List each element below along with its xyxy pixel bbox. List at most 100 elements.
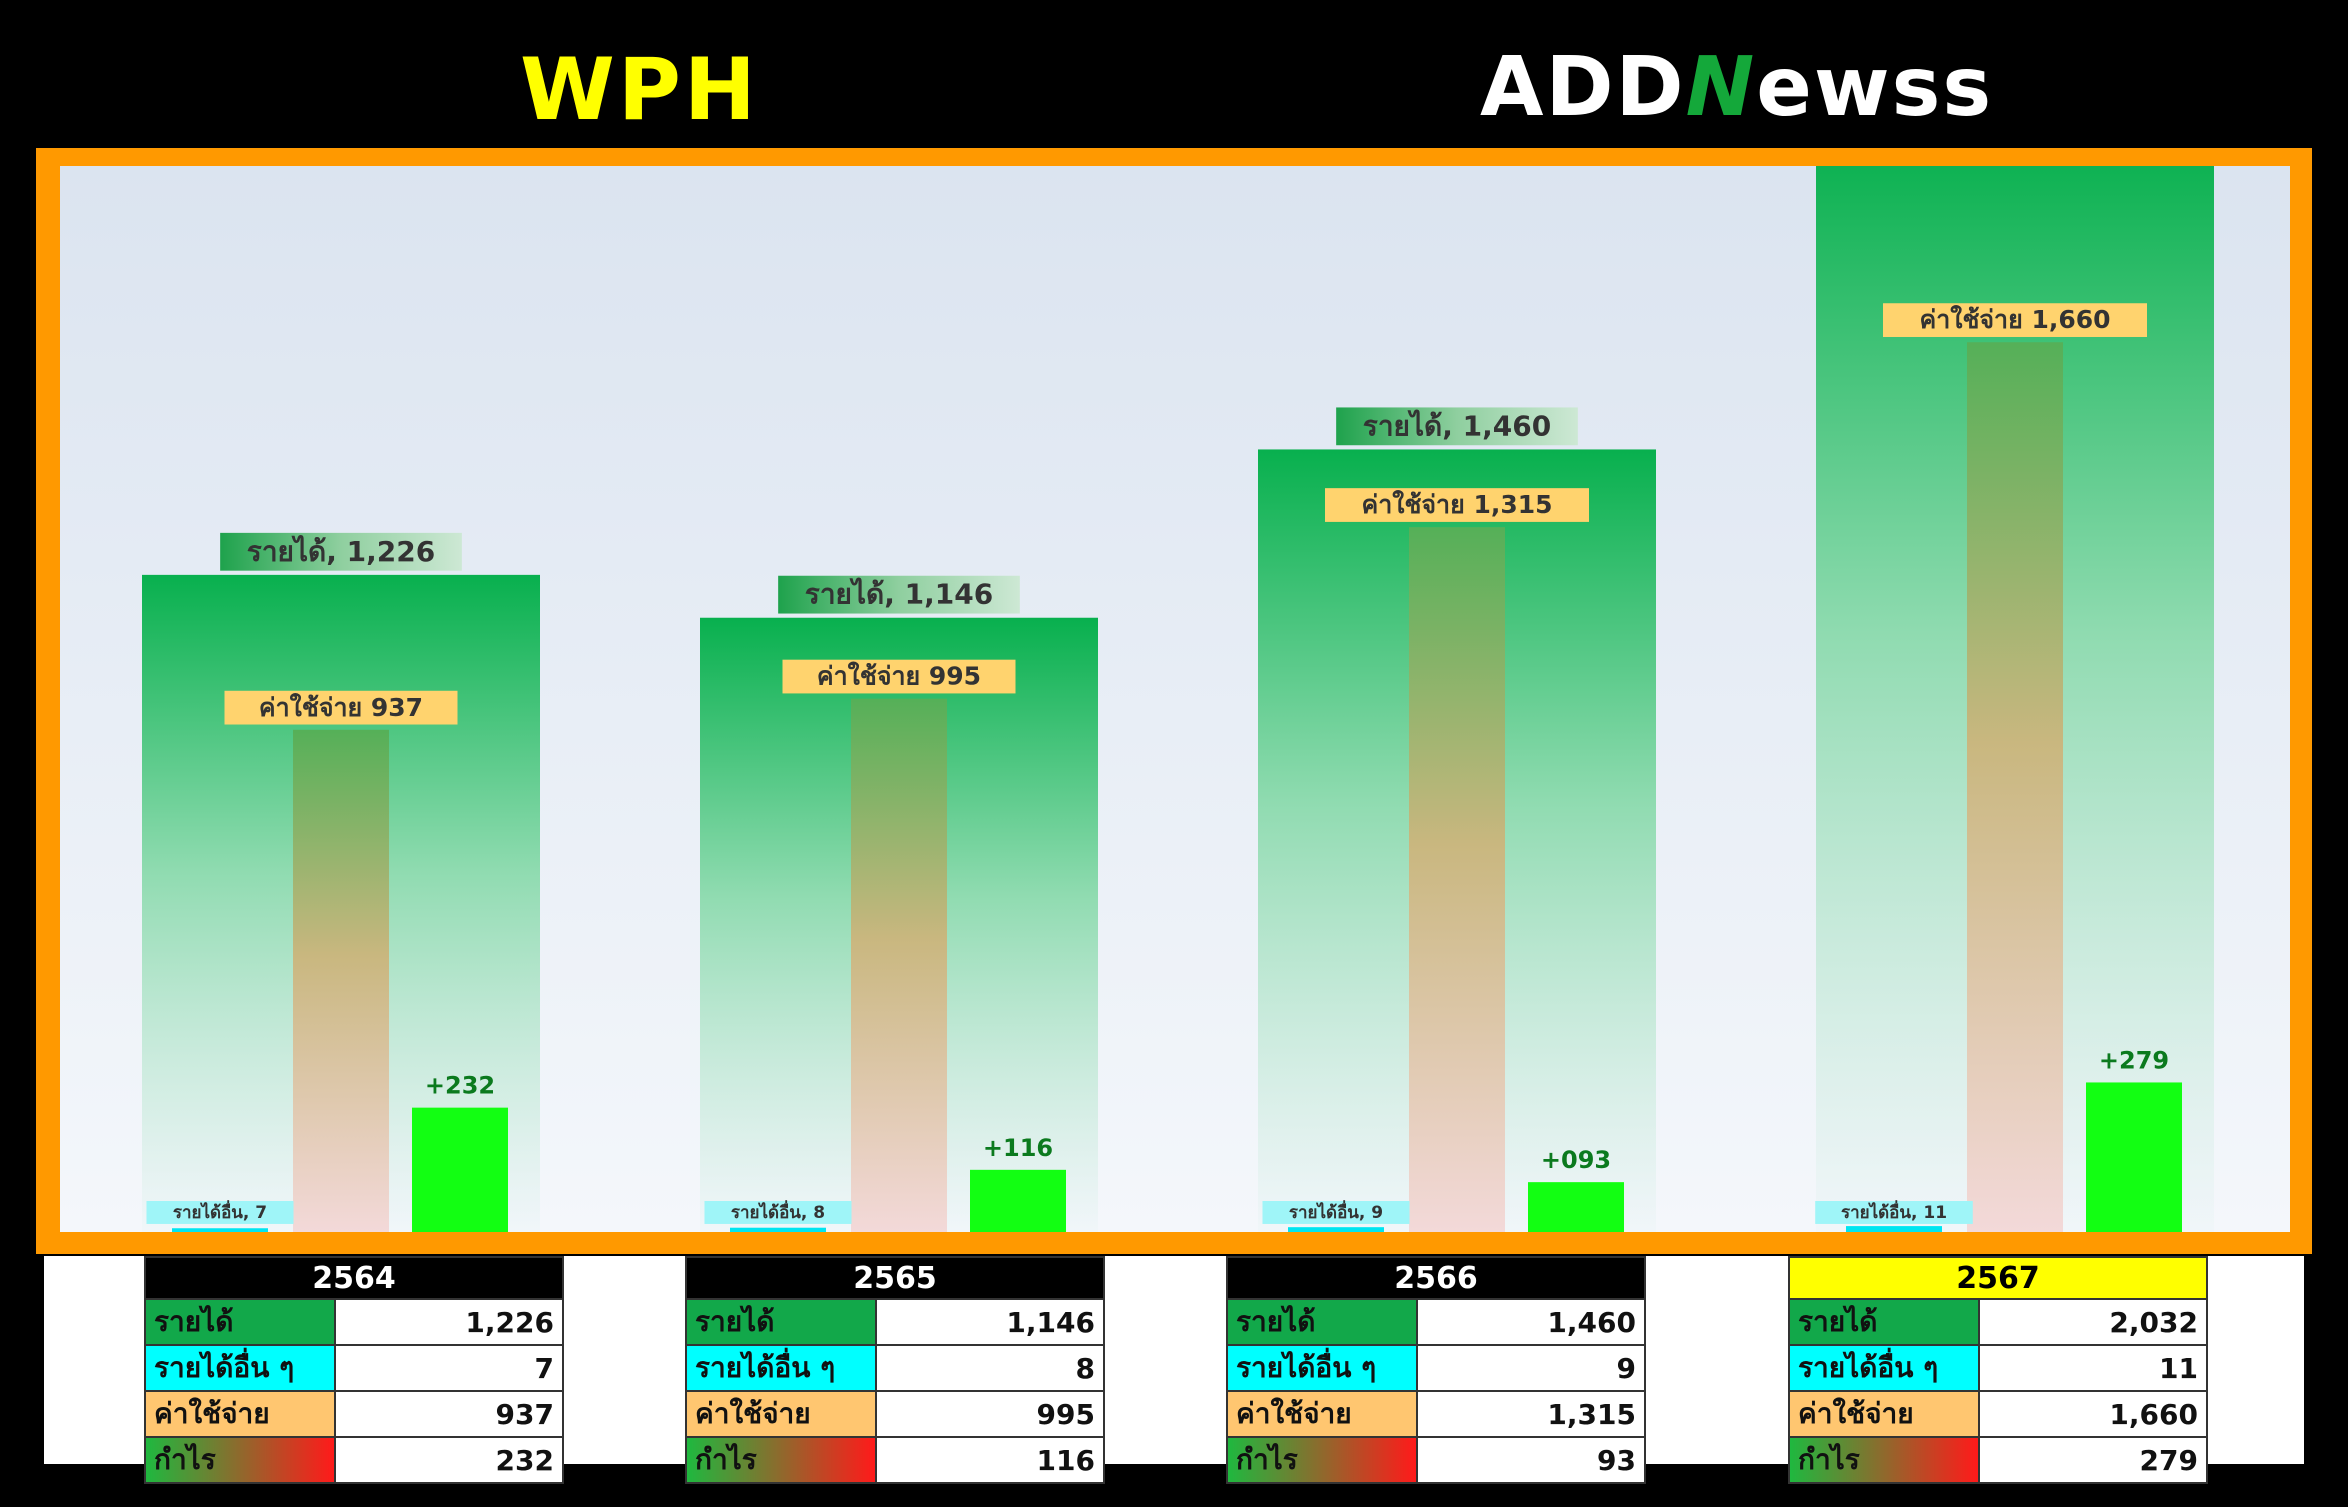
expense-label-2564: ค่าใช้จ่าย 937: [259, 692, 423, 722]
other-income-bar-2566: [1288, 1227, 1384, 1232]
table-row: รายได้ 1,226: [144, 1298, 564, 1346]
profit-value: 93: [1416, 1436, 1646, 1484]
table-row: 2565: [685, 1256, 1105, 1300]
table-row: ค่าใช้จ่าย 995: [685, 1390, 1105, 1438]
year-header: 2565: [685, 1256, 1105, 1300]
revenue-label-2566: รายได้, 1,460: [1363, 409, 1551, 442]
revenue-label-2564: รายได้, 1,226: [247, 535, 435, 568]
table-row: กำไร 279: [1788, 1436, 2208, 1484]
expense-bar-2566: [1409, 527, 1505, 1232]
revenue-value: 2,032: [1978, 1298, 2208, 1346]
other-income-bar-2565: [730, 1227, 826, 1232]
profit-key: กำไร: [1226, 1436, 1418, 1484]
expense-key: ค่าใช้จ่าย: [144, 1390, 336, 1438]
table-row: 2564: [144, 1256, 564, 1300]
revenue-key: รายได้: [685, 1298, 877, 1346]
summary-tables: 2564 รายได้ 1,226 รายได้อื่น ๆ 7 ค่าใช้จ่าย 93…: [44, 1256, 2304, 1484]
expense-value: 937: [334, 1390, 564, 1438]
expense-bar-2567: [1967, 342, 2063, 1232]
revenue-value: 1,226: [334, 1298, 564, 1346]
profit-key: กำไร: [144, 1436, 336, 1484]
year-header: 2567: [1788, 1256, 2208, 1300]
profit-label-2567: +279: [2099, 1046, 2169, 1074]
brand-suffix: ewss: [1756, 39, 1994, 135]
profit-label-2564: +232: [425, 1072, 495, 1100]
other-income-bar-2564: [172, 1228, 268, 1232]
table-row: 2566: [1226, 1256, 1646, 1300]
table-row: รายได้ 1,460: [1226, 1298, 1646, 1346]
expense-label-2566: ค่าใช้จ่าย 1,315: [1361, 489, 1552, 519]
revenue-label-2565: รายได้, 1,146: [805, 578, 993, 611]
expense-key: ค่าใช้จ่าย: [1788, 1390, 1980, 1438]
profit-label-2565: +116: [983, 1134, 1053, 1162]
table-row: ค่าใช้จ่าย 1,315: [1226, 1390, 1646, 1438]
other-income-label-2564: รายได้อื่น, 7: [173, 1200, 267, 1223]
expense-bar-2564: [293, 729, 389, 1232]
year-header: 2566: [1226, 1256, 1646, 1300]
year-header: 2564: [144, 1256, 564, 1300]
table-row: ค่าใช้จ่าย 1,660: [1788, 1390, 2208, 1438]
other-income-label-2567: รายได้อื่น, 11: [1841, 1200, 1947, 1223]
table-row: กำไร 232: [144, 1436, 564, 1484]
table-row: กำไร 93: [1226, 1436, 1646, 1484]
expense-key: ค่าใช้จ่าย: [685, 1390, 877, 1438]
expense-label-2564-bg: [224, 690, 458, 725]
other-income-label-2567-bg: [1815, 1201, 1973, 1224]
revenue-value: 1,146: [875, 1298, 1105, 1346]
chart-frame: รายได้, 1,226 ค่าใช้จ่าย 937 รายได้อื่น, 7…: [36, 148, 2312, 1254]
revenue-value: 1,460: [1416, 1298, 1646, 1346]
year-table-2564: 2564 รายได้ 1,226 รายได้อื่น ๆ 7 ค่าใช้จ่าย 93…: [144, 1256, 564, 1484]
other-income-value: 11: [1978, 1344, 2208, 1392]
revenue-key: รายได้: [144, 1298, 336, 1346]
brand-prefix: ADD: [1480, 39, 1686, 135]
other-income-value: 8: [875, 1344, 1105, 1392]
bar-chart: รายได้, 1,226 ค่าใช้จ่าย 937 รายได้อื่น, 7…: [142, 166, 2214, 1232]
expense-label-2567: ค่าใช้จ่าย 1,660: [1919, 304, 2110, 334]
table-row: รายได้ 1,146: [685, 1298, 1105, 1346]
profit-bar-2566: [1528, 1182, 1624, 1232]
chart-plot-area: รายได้, 1,226 ค่าใช้จ่าย 937 รายได้อื่น, 7…: [60, 166, 2290, 1232]
expense-label-2565-bg: [782, 659, 1016, 694]
profit-label-2566: +093: [1541, 1146, 1611, 1174]
profit-bar-2565: [970, 1169, 1066, 1232]
other-income-bar-2567: [1846, 1226, 1942, 1232]
year-table-2567: 2567 รายได้ 2,032 รายได้อื่น ๆ 11 ค่าใช้จ่าย 1…: [1788, 1256, 2208, 1484]
profit-bar-2564: [412, 1107, 508, 1232]
other-income-label-2565: รายได้อื่น, 8: [731, 1200, 825, 1223]
profit-value: 232: [334, 1436, 564, 1484]
expense-label-2565: ค่าใช้จ่าย 995: [817, 661, 981, 691]
year-table-2566: 2566 รายได้ 1,460 รายได้อื่น ๆ 9 ค่าใช้จ่าย 1,…: [1226, 1256, 1646, 1484]
other-income-label-2566-bg: [1262, 1201, 1410, 1224]
revenue-label-2566-bg: [1336, 407, 1578, 446]
other-income-key: รายได้อื่น ๆ: [1788, 1344, 1980, 1392]
table-row: 2567: [1788, 1256, 2208, 1300]
expense-key: ค่าใช้จ่าย: [1226, 1390, 1418, 1438]
ticker-title: WPH: [520, 40, 759, 140]
revenue-key: รายได้: [1788, 1298, 1980, 1346]
profit-key: กำไร: [685, 1436, 877, 1484]
other-income-value: 9: [1416, 1344, 1646, 1392]
expense-value: 995: [875, 1390, 1105, 1438]
expense-value: 1,315: [1416, 1390, 1646, 1438]
expense-label-2567-bg: [1883, 303, 2147, 337]
revenue-key: รายได้: [1226, 1298, 1418, 1346]
other-income-label-2566: รายได้อื่น, 9: [1289, 1200, 1383, 1223]
revenue-label-2564-bg: [220, 532, 462, 571]
profit-bar-2567: [2086, 1082, 2182, 1232]
table-row: กำไร 116: [685, 1436, 1105, 1484]
other-income-label-2565-bg: [704, 1201, 852, 1224]
profit-value: 279: [1978, 1436, 2208, 1484]
other-income-value: 7: [334, 1344, 564, 1392]
year-table-2565: 2565 รายได้ 1,146 รายได้อื่น ๆ 8 ค่าใช้จ่าย 99…: [685, 1256, 1105, 1484]
brand-n: N: [1685, 39, 1757, 135]
other-income-key: รายได้อื่น ๆ: [1226, 1344, 1418, 1392]
expense-label-2566-bg: [1325, 488, 1589, 522]
other-income-label-2564-bg: [146, 1201, 294, 1224]
other-income-key: รายได้อื่น ๆ: [144, 1344, 336, 1392]
expense-bar-2565: [851, 698, 947, 1232]
revenue-label-2565-bg: [778, 575, 1020, 614]
profit-key: กำไร: [1788, 1436, 1980, 1484]
